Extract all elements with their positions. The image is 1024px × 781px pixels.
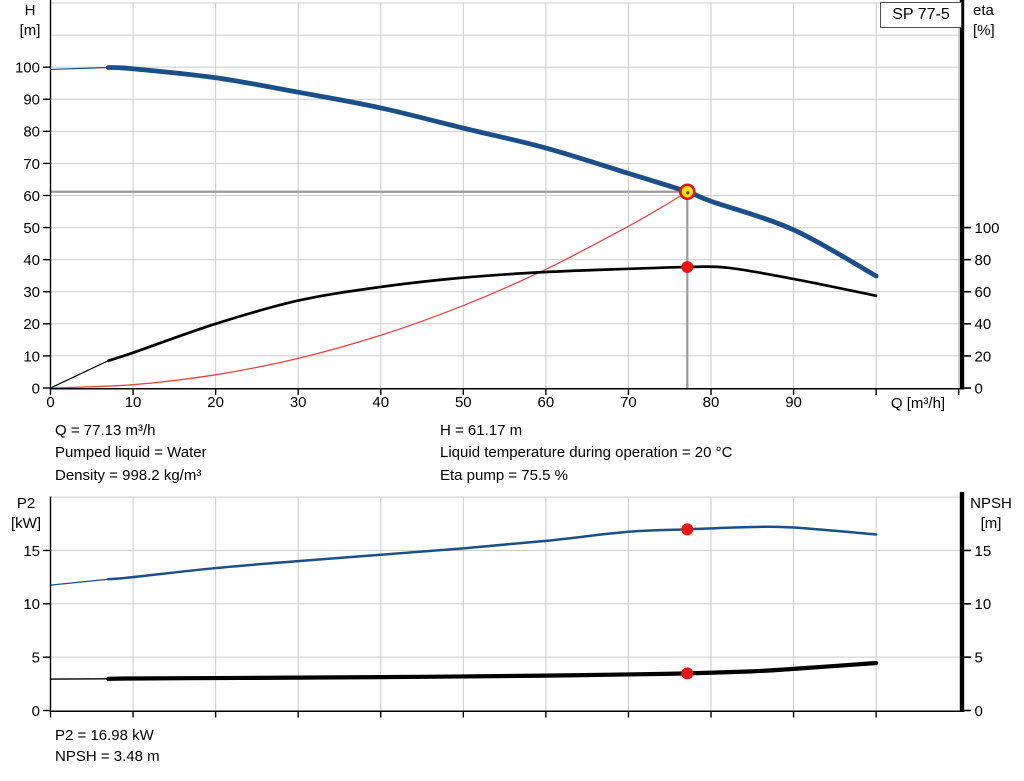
- right-tick-label: 20: [975, 348, 992, 365]
- p2-axis-title-symbol: P2: [16, 495, 36, 512]
- x-tick-label: 40: [372, 394, 389, 411]
- p2-value-text: P2 = 16.98 kW: [55, 727, 154, 744]
- head-efficiency-chart: 0 10 20 30 40 50 60 70 80 90 100 0 20 40 60 80 100 0 10 20 3…: [15, 0, 1000, 411]
- power-annotations: P2 = 16.98 kW NPSH = 3.48 m: [55, 725, 160, 767]
- left-tick-label: 15: [23, 543, 40, 560]
- right-tick-label: 15: [975, 543, 992, 560]
- head-curve: [49, 66, 109, 71]
- npsh-point-marker: [681, 667, 694, 680]
- eta-pump-text: Eta pump = 75.5 %: [440, 466, 568, 484]
- npsh-axis-title-symbol: NPSH: [970, 495, 1012, 512]
- eta-axis-title-symbol: eta: [973, 2, 994, 19]
- eta-point-marker: [681, 261, 694, 274]
- left-tick-label: 0: [32, 703, 40, 720]
- left-tick-label: 70: [23, 156, 40, 173]
- efficiency-curve: [106, 265, 878, 363]
- left-tick-label: 20: [23, 316, 40, 333]
- left-tick-label: 60: [23, 188, 40, 205]
- h-axis-title: H [m]: [12, 1, 48, 41]
- left-tick-label: 80: [23, 124, 40, 141]
- x-tick-label: 50: [455, 394, 472, 411]
- power-npsh-chart: 0 5 10 15 0 5 10 15: [23, 492, 991, 720]
- annotation-row: Q = 77.13 m³/h H = 61.17 m: [55, 420, 955, 442]
- eta-axis-title-unit: [%]: [973, 22, 995, 39]
- annotation-row: Density = 998.2 kg/m³ Eta pump = 75.5 %: [55, 465, 955, 487]
- pumped-liquid-text: Pumped liquid = Water: [55, 444, 207, 462]
- eta-axis-title: eta [%]: [973, 1, 1019, 41]
- pump-model-badge: SP 77-5: [880, 2, 962, 28]
- p2-curve: [49, 578, 109, 586]
- right-tick-label: 0: [975, 703, 983, 720]
- density-text: Density = 998.2 kg/m³: [55, 466, 202, 484]
- annotation-row: Pumped liquid = Water Liquid temperature…: [55, 442, 955, 464]
- npsh-axis-title-unit: [m]: [980, 515, 1002, 532]
- duty-annotations: Q = 77.13 m³/h H = 61.17 m Pumped liquid…: [55, 420, 955, 487]
- liquid-temperature-text: Liquid temperature during operation = 20…: [440, 444, 733, 462]
- left-tick-label: 10: [23, 596, 40, 613]
- left-tick-label: 5: [32, 650, 40, 667]
- x-tick-label: 30: [290, 394, 307, 411]
- head-curve: [105, 65, 879, 279]
- right-tick-label: 0: [975, 380, 983, 397]
- system-curve: [49, 191, 688, 389]
- x-tick-label: 70: [620, 394, 637, 411]
- p2-axis-title-unit: [kW]: [11, 515, 41, 532]
- npsh-curve: [106, 660, 879, 681]
- h-axis-title-symbol: H: [24, 2, 36, 19]
- left-tick-label: 40: [23, 252, 40, 269]
- h-value-text: H = 61.17 m: [440, 422, 523, 439]
- q-axis-title: Q [m³/h]: [890, 395, 946, 412]
- right-tick-label: 5: [975, 650, 983, 667]
- left-tick-label: 90: [23, 92, 40, 109]
- x-tick-label: 60: [538, 394, 555, 411]
- right-tick-label: 60: [975, 284, 992, 301]
- duty-point-center-dot: [686, 191, 690, 195]
- right-tick-label: 80: [975, 252, 992, 269]
- right-tick-label: 100: [975, 220, 1000, 237]
- x-tick-label: 0: [46, 394, 54, 411]
- npsh-value-text: NPSH = 3.48 m: [55, 748, 160, 765]
- left-tick-label: 10: [23, 348, 40, 365]
- right-tick-label: 10: [975, 596, 992, 613]
- left-tick-label: 30: [23, 284, 40, 301]
- x-tick-label: 10: [125, 394, 142, 411]
- right-tick-label: 40: [975, 316, 992, 333]
- x-tick-label: 90: [785, 394, 802, 411]
- npsh-axis-title: NPSH [m]: [963, 494, 1019, 534]
- p2-curve: [107, 525, 878, 581]
- x-tick-label: 20: [207, 394, 224, 411]
- q-value-text: Q = 77.13 m³/h: [55, 422, 156, 439]
- left-tick-label: 0: [32, 380, 40, 397]
- left-tick-label: 50: [23, 220, 40, 237]
- x-tick-label: 80: [703, 394, 720, 411]
- p2-point-marker: [681, 523, 694, 536]
- p2-axis-title: P2 [kW]: [4, 494, 48, 534]
- left-tick-label: 100: [15, 60, 40, 77]
- efficiency-curve: [49, 360, 109, 389]
- h-axis-title-unit: [m]: [19, 22, 41, 39]
